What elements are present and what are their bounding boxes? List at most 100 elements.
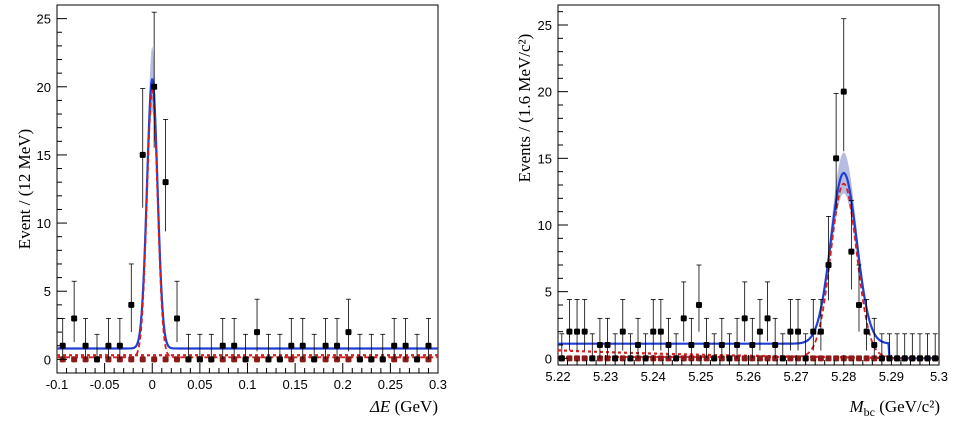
delta-e-x-tick-label: 0.3 xyxy=(429,377,447,392)
mbc-x-axis-subscript: bc xyxy=(864,405,875,419)
mbc-y-tick-label: 25 xyxy=(538,18,552,33)
mbc-control-point xyxy=(756,355,763,362)
delta-e-control-point xyxy=(174,356,181,363)
mbc-data-point xyxy=(726,355,733,362)
delta-e-total-fit-curve xyxy=(57,78,438,350)
mbc-data-point xyxy=(894,355,901,362)
delta-e-signal-fit-curve xyxy=(57,89,438,359)
mbc-control-point xyxy=(863,355,870,362)
delta-e-data-point xyxy=(82,342,89,349)
mbc-x-tick-label: 5.3 xyxy=(930,369,948,384)
mbc-data-point xyxy=(909,355,916,362)
mbc-y-tick-label: 0 xyxy=(545,351,552,366)
delta-e-control-point xyxy=(151,356,158,363)
mbc-control-point xyxy=(566,355,573,362)
mbc-data-point xyxy=(680,315,687,322)
delta-e-data-point xyxy=(368,356,375,363)
delta-e-data-point xyxy=(299,342,306,349)
delta-e-y-tick-label: 25 xyxy=(37,12,51,27)
mbc-total-fit-curve xyxy=(558,171,939,360)
delta-e-data-point xyxy=(151,83,158,90)
mbc-data-point xyxy=(764,315,771,322)
delta-e-data-point xyxy=(59,342,66,349)
delta-e-x-tick-label: 0 xyxy=(149,377,156,392)
mbc-data-point xyxy=(566,328,573,335)
mbc-plot-frame xyxy=(557,4,940,366)
mbc-data-point xyxy=(779,355,786,362)
delta-e-data-point xyxy=(391,342,398,349)
mbc-data-point xyxy=(642,355,649,362)
delta-e-data-point xyxy=(276,356,283,363)
delta-e-data-point xyxy=(345,329,352,336)
mbc-data-point xyxy=(787,328,794,335)
mbc-control-point xyxy=(787,355,794,362)
delta-e-x-tick-label: 0.1 xyxy=(238,377,256,392)
delta-e-data-point xyxy=(322,342,329,349)
delta-e-data-point xyxy=(334,342,341,349)
delta-e-data-point xyxy=(71,315,78,322)
mbc-data-points xyxy=(558,18,939,362)
mbc-data-point xyxy=(756,328,763,335)
delta-e-plot-frame xyxy=(56,4,439,374)
delta-e-y-axis-title: Event / (12 MeV) xyxy=(15,129,34,249)
delta-e-data-point xyxy=(379,356,386,363)
delta-e-data-point xyxy=(162,179,169,186)
mbc-data-point xyxy=(673,355,680,362)
delta-e-data-point xyxy=(116,342,123,349)
mbc-x-tick-label: 5.28 xyxy=(831,369,856,384)
mbc-control-point xyxy=(764,355,771,362)
mbc-data-point xyxy=(627,355,634,362)
mbc-data-point xyxy=(932,355,939,362)
mbc-control-point xyxy=(680,355,687,362)
mbc-fit-error-band xyxy=(558,152,939,359)
mbc-data-point xyxy=(596,342,603,348)
delta-e-data-point xyxy=(414,356,421,363)
mbc-data-point xyxy=(612,355,619,362)
mbc-data-point xyxy=(817,328,824,335)
delta-e-control-point xyxy=(71,356,78,363)
mbc-control-point xyxy=(810,355,817,362)
delta-e-panel: -0.1 -0.05 0 0.05 0.1 0.15 0.2 0.25 0.3 0 5 10 15 20… xyxy=(15,4,447,416)
mbc-x-tick-label: 5.22 xyxy=(545,369,570,384)
delta-e-y-tick-label: 10 xyxy=(37,216,51,231)
mbc-fit-curves xyxy=(557,152,939,360)
delta-e-y-tick-label: 0 xyxy=(44,352,51,367)
mbc-data-point xyxy=(734,342,741,348)
mbc-data-point xyxy=(718,342,725,348)
mbc-y-tick-label: 15 xyxy=(538,151,552,166)
mbc-data-point xyxy=(833,155,840,162)
mbc-data-point xyxy=(749,342,756,348)
mbc-control-point xyxy=(848,355,855,362)
mbc-data-point xyxy=(878,355,885,362)
mbc-y-axis-title: Events / (1.6 MeV/c²) xyxy=(515,34,534,183)
delta-e-x-tick-label: 0.15 xyxy=(282,377,307,392)
delta-e-control-point xyxy=(162,356,169,363)
delta-e-x-tick-label: 0.05 xyxy=(187,377,212,392)
delta-e-fit-error-band xyxy=(57,46,438,349)
delta-e-x-tick-label: -0.1 xyxy=(46,377,68,392)
mbc-data-point xyxy=(665,342,672,348)
mbc-data-point xyxy=(855,302,862,308)
delta-e-x-axis: -0.1 -0.05 0 0.05 0.1 0.15 0.2 0.25 0.3 xyxy=(46,363,447,392)
mbc-data-point xyxy=(650,328,657,335)
delta-e-data-point xyxy=(196,356,203,363)
mbc-data-point xyxy=(589,355,596,362)
mbc-x-tick-label: 5.29 xyxy=(879,369,904,384)
delta-e-y-tick-label: 5 xyxy=(44,284,51,299)
mbc-data-point xyxy=(635,342,642,348)
delta-e-x-axis-variable: ΔE xyxy=(369,397,391,416)
mbc-data-point xyxy=(741,315,748,322)
mbc-panel: 5.22 5.23 5.24 5.25 5.26 5.27 5.28 5.29 5.3 0 5 10… xyxy=(515,4,948,419)
mbc-signal-fit-curve xyxy=(558,182,939,360)
mbc-data-point xyxy=(604,342,611,348)
delta-e-data-point xyxy=(265,356,272,363)
mbc-data-point xyxy=(916,355,923,362)
delta-e-data-point xyxy=(94,356,101,363)
delta-e-data-point xyxy=(128,301,135,308)
mbc-x-tick-label: 5.27 xyxy=(783,369,808,384)
mbc-x-tick-label: 5.24 xyxy=(641,369,666,384)
mbc-x-tick-label: 5.23 xyxy=(593,369,618,384)
mbc-y-tick-label: 20 xyxy=(538,85,552,100)
delta-e-data-point xyxy=(139,151,146,158)
